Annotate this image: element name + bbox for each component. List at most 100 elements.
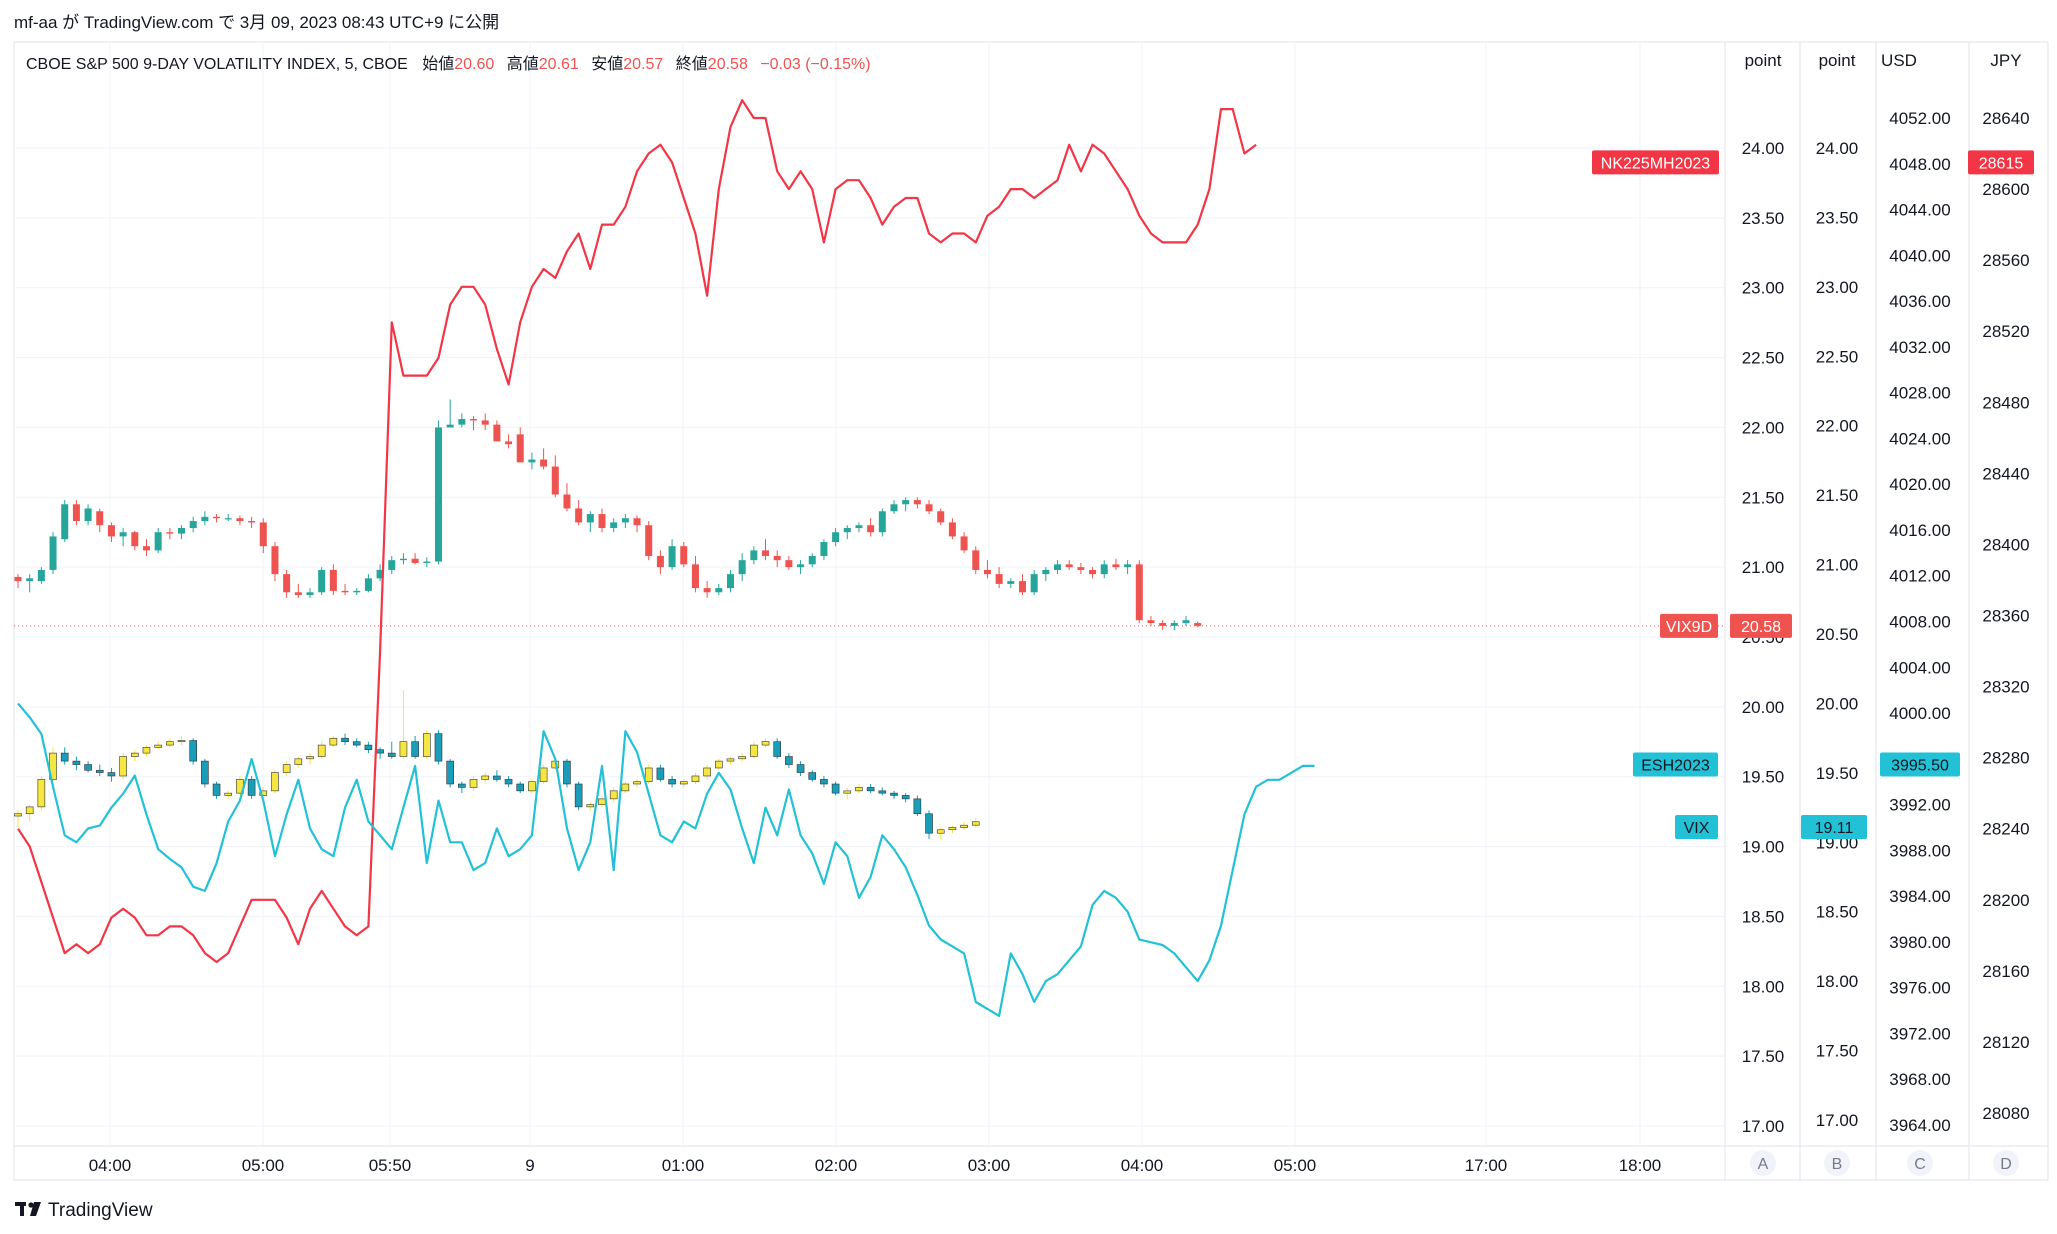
VIX9D-candle [703,588,711,593]
tradingview-logo[interactable]: TradingView [15,1200,153,1221]
svg-text:ESH2023: ESH2023 [1641,758,1710,775]
VIX9D-candle [1159,623,1167,626]
svg-text:VIX9D: VIX9D [1666,619,1712,636]
VIX9D-candle [1030,574,1038,593]
axis-tick-C: 3980.00 [1889,933,1950,952]
VIX9D-candle [890,504,898,512]
ESH2023-candle [282,764,291,773]
VIX9D-candle [364,578,372,591]
axis-unit-B: point [1819,51,1856,70]
VIX9D-candle [738,560,746,575]
ESH2023-candle [72,760,81,765]
ESH2023-candle [95,769,104,773]
axis-tick-C: 4020.00 [1889,475,1950,494]
VIX9D-candle [902,500,910,505]
ESH2023-candle [656,767,665,780]
ESH2023-candle [679,781,688,785]
ESH2023-candle [528,781,536,792]
axis-unit-A: point [1745,51,1782,70]
axis-tick-A: 22.50 [1742,349,1785,368]
ESH2023-candle [201,760,209,785]
axis-tick-D: 28440 [1982,464,2029,483]
VIX9D-candle [785,560,793,568]
ESH2023-candle [177,740,186,743]
ESH2023-candle [750,744,758,757]
VIX9D-candle [516,434,524,463]
ESH2023-candle [329,737,338,746]
axis-tick-C: 4052.00 [1889,109,1950,128]
VIX9D-candle [1135,564,1143,621]
axis-tick-A: 20.00 [1742,698,1785,717]
axis-letter-B-bg[interactable] [1824,1150,1850,1176]
VIX9D-candle [1182,620,1190,624]
ESH2023-candle [446,760,454,785]
ESH2023-candle [516,783,525,792]
VIX9D-candle [341,590,349,593]
ESH2023-candle [621,783,630,792]
VIX9D-candle [107,525,115,537]
VIX9D-candle [773,555,781,561]
ESH2023-candle [493,775,501,780]
VIX9D-candles [14,399,1202,631]
legend: CBOE S&P 500 9-DAY VOLATILITY INDEX, 5, … [26,55,871,73]
VIX9D-candle [72,504,80,522]
axis-letter-B: B [1832,1156,1843,1173]
ESH2023-candle [773,741,782,757]
svg-text:VIX: VIX [1684,820,1710,837]
ESH2023-candle [294,758,303,765]
ESH2023-candle [563,760,571,785]
axis-tick-C: 4008.00 [1889,613,1950,632]
VIX9D-candle [61,504,69,540]
VIX9D-candle [37,569,45,582]
VIX9D-candle [119,532,127,537]
axis-tick-A: 18.50 [1742,907,1785,926]
tag-es-value: 3995.50 [1880,752,1960,777]
VIX9D-candle [96,511,104,526]
ESH2023-candle [901,795,910,800]
VIX9D-candle [762,550,770,556]
axis-letter-D-bg[interactable] [1993,1150,2019,1176]
axis-tick-A: 18.00 [1742,977,1785,996]
ESH2023-candle [644,767,653,783]
price-axes[interactable]: point 24.00 23.50 23.00 22.50 22.00 21.50 21.00… [1742,51,2030,1176]
axis-separators [14,42,2048,1180]
VIX9D-candle [353,590,361,593]
time-tick: 05:50 [369,1156,412,1175]
time-tick: 05:00 [1274,1156,1317,1175]
VIX9D-candle [995,574,1003,584]
ESH2023-candle [259,790,268,796]
high-value: 20.61 [539,56,579,73]
VIX9D-candle [434,427,442,562]
price-tags: NK225MH2023 28615 VIX9D 20.58 ESH2023 3995.50… [1592,150,2034,840]
chart-pane[interactable] [13,41,2049,1181]
ESH2023-candle [119,756,127,777]
axis-tick-C: 3992.00 [1889,796,1950,815]
ESH2023-candle [761,741,770,746]
time-axis[interactable]: 04:00 05:00 05:50 9 01:00 02:00 03:00 04:00 05:0… [89,1156,1662,1175]
axis-letter-A-bg[interactable] [1750,1150,1776,1176]
axis-tick-B: 18.00 [1816,972,1859,991]
time-tick: 9 [525,1156,534,1175]
VIX9D-candle [271,546,279,575]
ESH2023-candle [142,747,151,754]
axis-tick-B: 23.50 [1816,208,1859,227]
axis-letter-C-bg[interactable] [1907,1150,1933,1176]
VIX9D-candle [84,508,92,522]
time-tick: 02:00 [815,1156,858,1175]
grid [14,42,1725,1146]
VIX9D-candle [166,532,174,534]
ESH2023-candle [37,779,46,808]
axis-tick-D: 28360 [1982,607,2029,626]
axis-tick-C: 4040.00 [1889,246,1950,265]
VIX9D-candle [131,532,139,547]
VIX9D-candle [224,518,232,520]
tag-vix-value: 19.11 [1801,815,1867,840]
ESH2023-candle [855,787,863,792]
ESH2023-candle [668,779,676,785]
VIX9D-candle [913,500,921,505]
VIX9D-candle [551,466,559,495]
VIX9D-candle [248,521,256,523]
ESH2023-candle [785,756,793,765]
VIX9D-candle [691,564,699,589]
ESH2023-candle [352,741,361,746]
